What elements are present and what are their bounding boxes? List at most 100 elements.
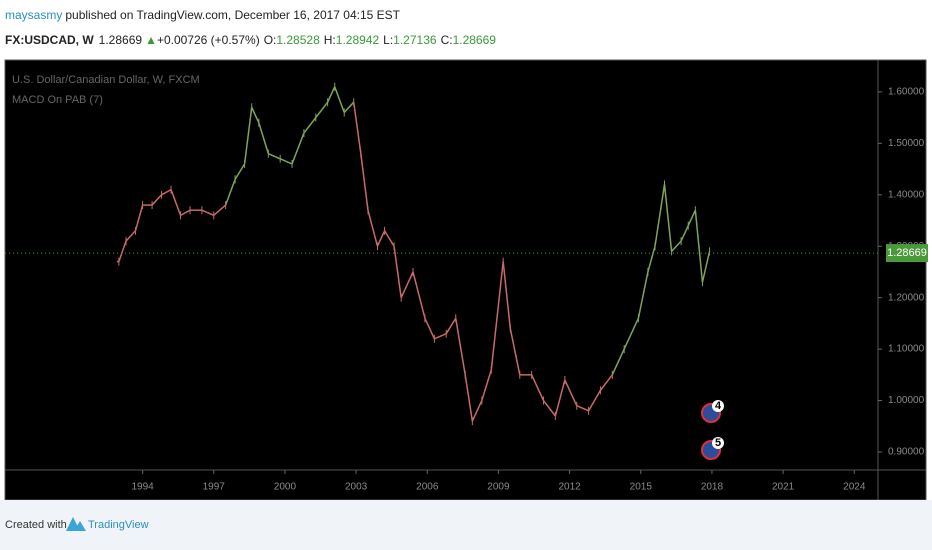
price-segment (279, 158, 293, 165)
price-segment (576, 405, 589, 412)
price-segment (170, 189, 182, 216)
close-label: C: (441, 33, 453, 47)
price-segment (376, 230, 386, 247)
x-tick-label: 2006 (416, 482, 439, 493)
price-segment (490, 261, 504, 370)
price-segment (509, 328, 521, 375)
y-tick-label: 0.90000 (888, 447, 925, 458)
price-segment (542, 400, 556, 417)
price-segment (502, 261, 512, 329)
price-segment (454, 318, 466, 375)
y-tick-label: 1.40000 (888, 189, 925, 200)
price-segment (161, 188, 172, 196)
price-segment (647, 246, 656, 273)
symbol: FX:USDCAD, W (5, 33, 94, 47)
price-segment (663, 184, 673, 252)
high-label: H: (324, 33, 336, 47)
chart-title: U.S. Dollar/Canadian Dollar, W, FXCM (12, 74, 200, 86)
price-segment (343, 101, 355, 113)
price-segment (623, 317, 640, 350)
price-segment (151, 194, 163, 206)
brand-logo (66, 517, 86, 531)
price-segment (554, 379, 566, 417)
price-segment (637, 271, 649, 319)
price-segment (611, 348, 625, 376)
price-segment (412, 271, 426, 319)
price-segment (587, 389, 602, 412)
y-tick-label: 1.20000 (888, 292, 925, 303)
x-tick-label: 2024 (843, 482, 866, 493)
price-segment (481, 369, 493, 401)
price-segment (213, 204, 227, 216)
y-tick-label: 1.10000 (888, 344, 925, 355)
price-segment (367, 210, 379, 247)
price-segment (599, 374, 613, 391)
price-segment (471, 400, 483, 422)
low-label: L: (383, 33, 393, 47)
x-tick-label: 2012 (558, 482, 581, 493)
x-tick-label: 2003 (345, 482, 368, 493)
price-segment (234, 163, 246, 180)
price-segment (654, 184, 666, 247)
footer (0, 500, 932, 550)
y-tick-label: 1.00000 (888, 395, 925, 406)
price-segment (671, 240, 682, 252)
chart-panel (4, 59, 927, 501)
open: 1.28528 (276, 33, 320, 47)
indicator-label: MACD On PAB (7) (12, 94, 103, 106)
price-segment (326, 86, 336, 103)
quote-line: FX:USDCAD, W 1.28669 ▲+0.00726 (+0.57%) O:1… (5, 33, 496, 47)
price-segment (464, 374, 474, 422)
price-segment (268, 152, 281, 160)
price-segment (201, 209, 215, 217)
event-count: 5 (715, 437, 721, 449)
price-segment (694, 210, 704, 283)
y-tick-label: 1.50000 (888, 138, 925, 149)
high: 1.28942 (336, 33, 380, 47)
price-segment (334, 86, 345, 113)
price-segment (125, 230, 137, 242)
price-segment (291, 132, 305, 165)
last-price-label: 1.28669 (887, 247, 927, 259)
x-tick-label: 1997 (203, 482, 226, 493)
brand-link[interactable]: TradingView (88, 519, 149, 531)
price-segment (400, 271, 414, 298)
header-line: maysasmy published on TradingView.com, De… (5, 8, 401, 22)
close: 1.28669 (453, 33, 497, 47)
x-tick-label: 2015 (630, 482, 653, 493)
price-segment (424, 317, 436, 340)
price-segment (564, 379, 578, 407)
price-segment (224, 179, 236, 206)
price-segment (687, 209, 697, 226)
open-label: O: (264, 33, 277, 47)
price-segment (680, 225, 689, 242)
author[interactable]: maysasmy (5, 8, 62, 22)
price-segment (445, 317, 457, 335)
y-tick-label: 1.60000 (888, 87, 925, 98)
x-tick-label: 2009 (487, 482, 510, 493)
change: +0.00726 (+0.57%) (157, 33, 260, 47)
event-badge (712, 437, 724, 449)
x-tick-label: 2018 (701, 482, 724, 493)
price-segment (360, 153, 369, 211)
price: 1.28669 (99, 33, 143, 47)
price-segment (180, 209, 191, 217)
price-segment (393, 246, 402, 298)
price-segment (434, 332, 447, 340)
last-price-box (886, 244, 928, 263)
price-segment (303, 117, 317, 134)
price-segment (701, 251, 711, 283)
footer-text: Created with (5, 519, 67, 531)
price-segment (315, 101, 329, 119)
price-segment (251, 107, 260, 124)
price-segment (134, 204, 144, 231)
price-segment (530, 374, 545, 401)
x-tick-label: 2000 (274, 482, 297, 493)
price-segment (352, 102, 362, 154)
x-tick-label: 1994 (131, 482, 154, 493)
price-segment (118, 240, 127, 262)
price-segment (383, 230, 395, 247)
x-tick-label: 2021 (772, 482, 795, 493)
